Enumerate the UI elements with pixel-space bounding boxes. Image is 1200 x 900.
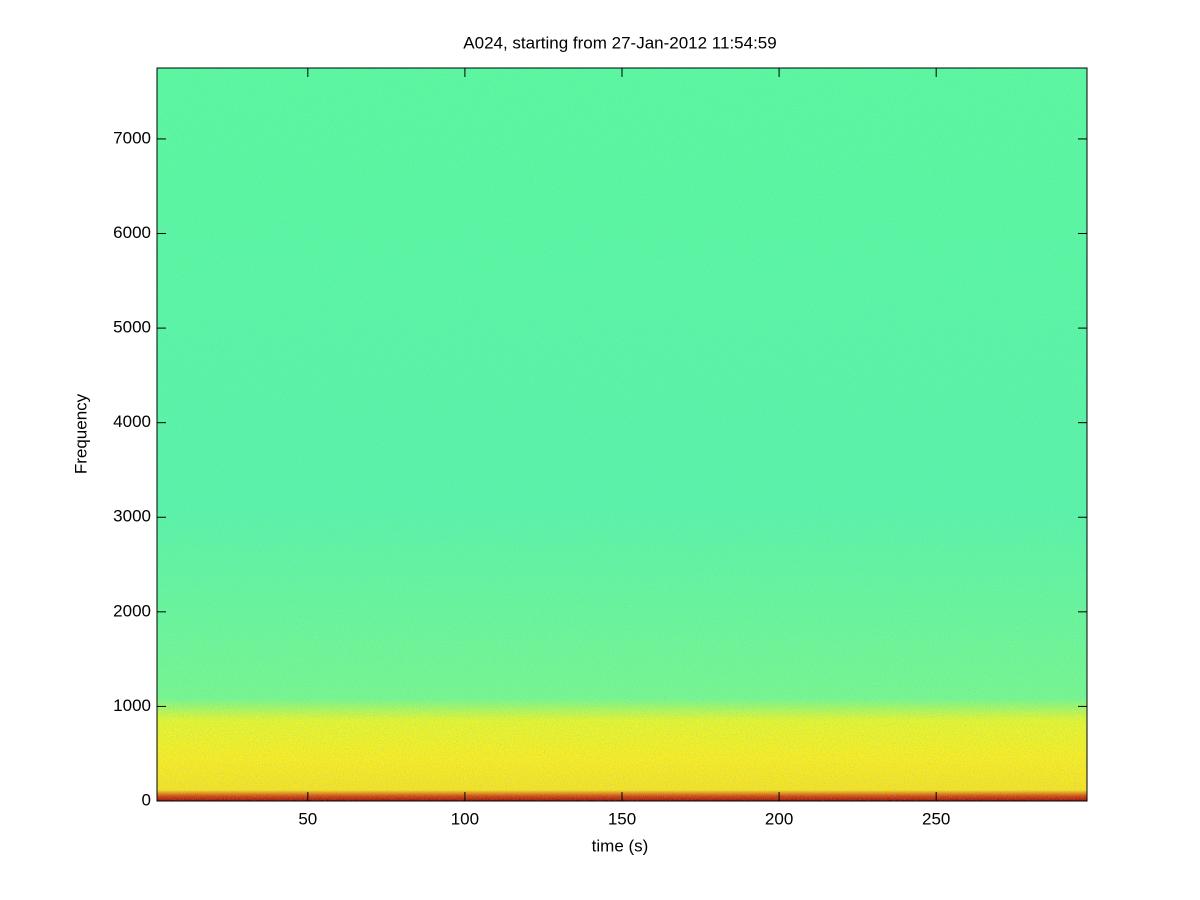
y-tick-label: 3000 [113, 507, 151, 526]
x-tick-label: 200 [765, 809, 793, 828]
y-tick-label: 6000 [113, 223, 151, 242]
spectrogram-noise [157, 68, 1087, 801]
x-tick-label: 250 [922, 809, 950, 828]
y-tick-label: 1000 [113, 696, 151, 715]
y-tick-label: 4000 [113, 412, 151, 431]
y-tick-label: 5000 [113, 318, 151, 337]
y-tick-label: 7000 [113, 128, 151, 147]
chart-title: A024, starting from 27-Jan-2012 11:54:59 [463, 33, 776, 52]
y-tick-label: 0 [142, 790, 151, 809]
y-axis-label: Frequency [71, 393, 90, 474]
x-tick-label: 50 [298, 809, 317, 828]
y-tick-label: 2000 [113, 601, 151, 620]
x-axis-label: time (s) [592, 836, 649, 855]
x-tick-label: 100 [451, 809, 479, 828]
x-tick-label: 150 [608, 809, 636, 828]
